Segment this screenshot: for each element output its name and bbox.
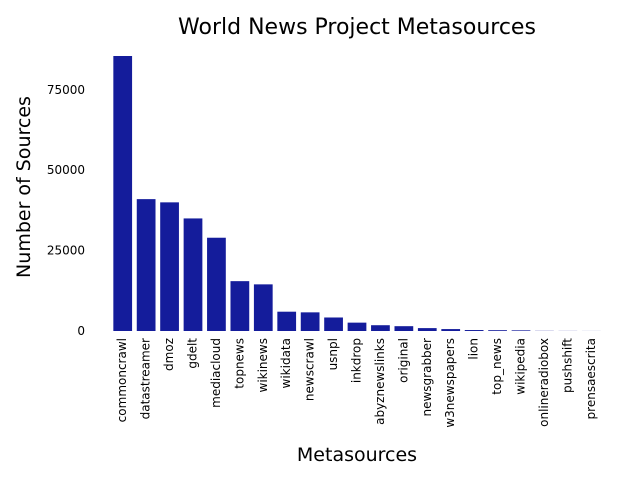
chart-title: World News Project Metasources: [178, 15, 536, 40]
bar-w3newspapers: [441, 329, 460, 331]
bar-topnews: [230, 281, 249, 331]
x-tick-label: gdelt: [186, 338, 200, 369]
x-tick-label: newscrawl: [303, 338, 317, 401]
x-tick-label: original: [396, 338, 410, 383]
x-tick-label: datastreamer: [139, 338, 153, 419]
bar-gdelt: [184, 218, 203, 331]
x-tick-label: dmoz: [162, 338, 176, 371]
x-tick-label: prensaescrita: [584, 338, 598, 419]
x-tick-label: commoncrawl: [115, 338, 129, 422]
bar-top_news: [488, 330, 507, 331]
y-tick-label: 50000: [47, 163, 85, 177]
bar-lion: [465, 330, 484, 331]
bar-newsgrabber: [418, 328, 437, 331]
bars: [113, 56, 600, 331]
bar-newscrawl: [301, 312, 320, 331]
bar-inkdrop: [348, 323, 367, 331]
x-tick-label: inkdrop: [350, 338, 364, 383]
x-tick-label: abyznewslinks: [373, 338, 387, 425]
x-tick-label: wikipedia: [514, 338, 528, 395]
x-axis-label: Metasources: [297, 444, 417, 466]
bar-wikinews: [254, 284, 273, 331]
x-tick-label: usnpl: [326, 338, 340, 370]
bar-datastreamer: [137, 199, 156, 331]
x-tick-label: wikidata: [279, 338, 293, 388]
x-tick-label: pushshift: [560, 338, 574, 393]
y-tick-label: 75000: [47, 83, 85, 97]
x-tick-label: topnews: [232, 338, 246, 389]
bar-original: [394, 326, 413, 331]
y-tick-label: 0: [77, 324, 85, 338]
x-tick-label: onlineradiobox: [537, 338, 551, 427]
bar-mediacloud: [207, 238, 226, 331]
y-tick-label: 25000: [47, 244, 85, 258]
bar-usnpl: [324, 317, 343, 331]
x-tick-label: wikinews: [256, 338, 270, 393]
x-tick-label: w3newspapers: [443, 338, 457, 428]
bar-abyznewslinks: [371, 325, 390, 331]
x-axis-ticks: commoncrawl datastreamer dmoz gdelt mediaclo…: [115, 338, 598, 428]
x-tick-label: lion: [467, 338, 481, 360]
y-axis-ticks: 0 25000 50000 75000: [47, 83, 85, 338]
bar-wikipedia: [512, 330, 531, 331]
bar-dmoz: [160, 202, 179, 331]
x-tick-label: mediacloud: [209, 338, 223, 408]
x-tick-label: top_news: [490, 338, 504, 395]
bar-wikidata: [277, 312, 296, 331]
x-tick-label: newsgrabber: [420, 338, 434, 417]
y-axis-label: Number of Sources: [13, 96, 35, 278]
bar-commoncrawl: [113, 56, 132, 331]
